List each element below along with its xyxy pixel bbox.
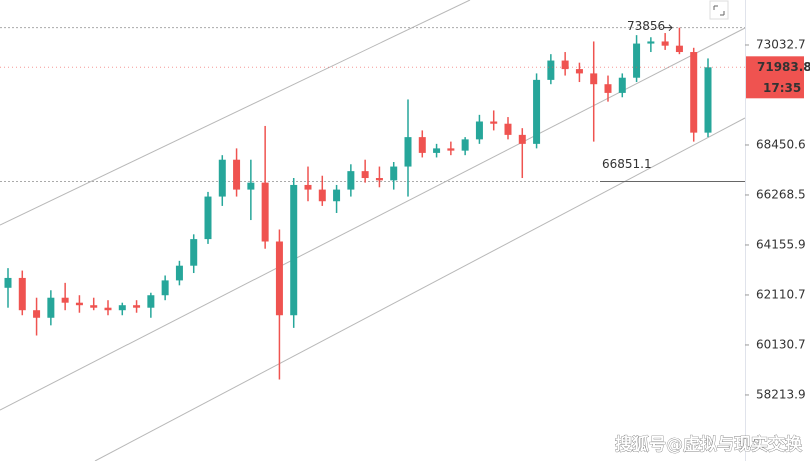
level-label: 66851.1 <box>602 157 652 171</box>
toolbar-icon[interactable] <box>709 0 729 20</box>
y-tick-label: 73032.7 <box>756 37 806 51</box>
candle-body <box>504 123 512 135</box>
candle-body <box>647 41 655 44</box>
candle-body <box>204 196 212 240</box>
candle-body <box>190 239 198 266</box>
y-tick-label: 66268.5 <box>756 187 806 201</box>
candle-body <box>175 265 183 281</box>
candle-body <box>118 305 126 311</box>
candle-body <box>490 121 498 124</box>
candle-body <box>90 305 98 308</box>
candle-body <box>690 52 698 133</box>
candle-body <box>433 148 441 153</box>
channel-upper <box>0 0 471 226</box>
candle-body <box>147 295 155 308</box>
candle-body <box>133 305 141 308</box>
candle-body <box>575 69 583 74</box>
candle-body <box>590 73 598 85</box>
candle-body <box>661 41 669 46</box>
candle-body <box>104 307 112 311</box>
candle-body <box>275 241 283 316</box>
candle-body <box>218 159 226 197</box>
candle-body <box>518 134 526 144</box>
countdown-label: 17:35 <box>763 81 801 95</box>
candle-body <box>233 159 241 190</box>
candle-body <box>533 79 541 144</box>
candle-body <box>47 297 55 318</box>
y-tick-label: 62110.7 <box>756 287 806 301</box>
candle-body <box>4 277 12 288</box>
candle-body <box>75 302 83 306</box>
y-tick-label: 64155.9 <box>756 237 806 251</box>
candle-body <box>361 171 369 179</box>
candle-body <box>475 121 483 140</box>
last-price-label: 71983.8 <box>757 60 810 74</box>
last-price-box <box>746 56 804 99</box>
candle-body <box>461 139 469 151</box>
candle-body <box>418 137 426 153</box>
candle-body <box>704 67 712 133</box>
watermark: 搜狐号@虚拟与现实交换 <box>615 434 803 455</box>
candle-body <box>404 137 412 167</box>
icon-box[interactable] <box>709 0 729 20</box>
icon-glyph <box>713 5 725 16</box>
candle-body <box>347 171 355 190</box>
candle-body <box>633 43 641 78</box>
candle-body <box>61 297 69 303</box>
candle-body <box>18 277 26 311</box>
candle-body <box>675 45 683 53</box>
candle-body <box>561 60 569 70</box>
candle-body <box>247 182 255 190</box>
high-arrow <box>664 24 673 32</box>
candle-body <box>33 310 41 318</box>
candle-body <box>604 84 612 93</box>
high-label: 73856 <box>627 19 665 33</box>
candle-body <box>304 184 312 190</box>
channel-lower <box>94 117 746 461</box>
y-tick-label: 60130.7 <box>756 337 806 351</box>
y-tick-label: 58213.9 <box>756 387 806 401</box>
candle-body <box>618 77 626 93</box>
candle-body <box>161 280 169 296</box>
candle-body <box>290 184 298 316</box>
candle-body <box>318 189 326 202</box>
candle-body <box>547 60 555 80</box>
candle-body <box>447 148 455 151</box>
candle-body <box>261 182 269 242</box>
candle-body <box>333 189 341 202</box>
y-tick-label: 68450.6 <box>756 137 806 151</box>
candle-body <box>390 166 398 181</box>
candle-body <box>375 178 383 181</box>
